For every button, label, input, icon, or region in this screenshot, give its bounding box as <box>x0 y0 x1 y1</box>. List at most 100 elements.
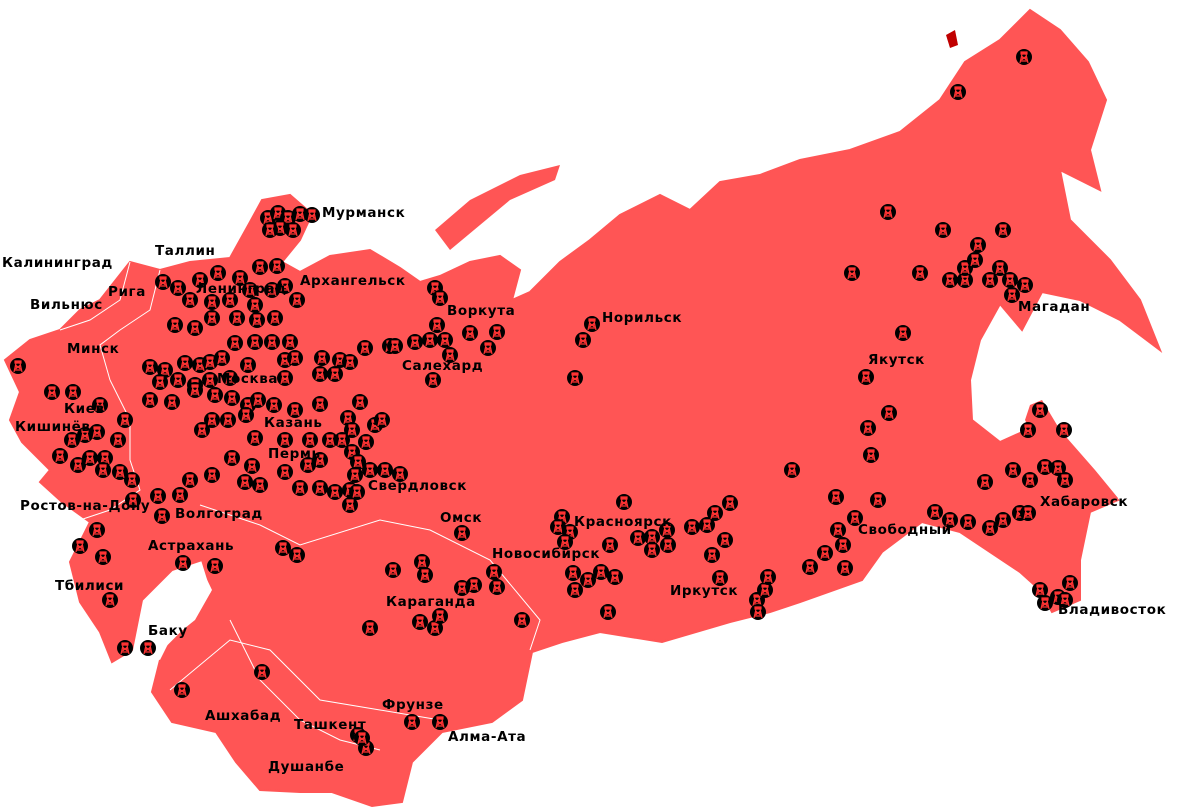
camp-marker <box>204 310 220 326</box>
watchtower-icon <box>720 534 730 547</box>
marker-circle <box>237 474 253 490</box>
marker-circle <box>224 390 240 406</box>
camp-marker <box>454 580 470 596</box>
watchtower-icon <box>361 436 371 449</box>
watchtower-icon <box>98 551 108 564</box>
marker-circle <box>352 394 368 410</box>
watchtower-icon <box>430 282 440 295</box>
camp-marker <box>202 372 218 388</box>
camp-marker <box>312 452 328 468</box>
camp-marker <box>982 272 998 288</box>
camp-marker <box>354 730 370 746</box>
marker-circle <box>210 265 226 281</box>
camp-marker <box>828 489 844 505</box>
camp-marker <box>238 407 254 423</box>
marker-circle <box>880 204 896 220</box>
watchtower-icon <box>980 476 990 489</box>
camp-marker <box>89 522 105 538</box>
marker-circle <box>362 462 378 478</box>
camp-marker <box>362 462 378 478</box>
camp-marker <box>172 487 188 503</box>
camp-marker <box>312 480 328 496</box>
watchtower-icon <box>725 497 735 510</box>
watchtower-icon <box>288 224 298 237</box>
marker-circle <box>970 237 986 253</box>
watchtower-icon <box>317 352 327 365</box>
watchtower-icon <box>752 594 762 607</box>
watchtower-icon <box>1035 404 1045 417</box>
camp-marker <box>704 547 720 563</box>
camp-marker <box>863 447 879 463</box>
marker-circle <box>82 450 98 466</box>
camp-marker <box>437 332 453 348</box>
watchtower-icon <box>1059 424 1069 437</box>
watchtower-icon <box>605 539 615 552</box>
marker-circle <box>152 374 168 390</box>
camp-marker <box>616 494 632 510</box>
watchtower-icon <box>647 531 657 544</box>
marker-circle <box>327 484 343 500</box>
camp-marker <box>982 520 998 536</box>
camp-marker <box>722 495 738 511</box>
camp-marker <box>52 448 68 464</box>
camp-marker <box>192 272 208 288</box>
watchtower-icon <box>80 429 90 442</box>
watchtower-icon <box>1023 507 1033 520</box>
marker-circle <box>860 420 876 436</box>
camp-marker <box>837 560 853 576</box>
camp-marker <box>214 350 230 366</box>
camp-marker <box>349 484 365 500</box>
watchtower-icon <box>190 322 200 335</box>
watchtower-icon <box>210 560 220 573</box>
city-label-frunze: Фрунзе <box>382 697 444 713</box>
camp-marker <box>227 335 243 351</box>
watchtower-icon <box>353 456 363 469</box>
watchtower-icon <box>435 716 445 729</box>
camp-marker <box>387 338 403 354</box>
camp-marker <box>124 472 140 488</box>
watchtower-icon <box>345 356 355 369</box>
marker-circle <box>489 324 505 340</box>
marker-circle <box>895 325 911 341</box>
watchtower-icon <box>255 261 265 274</box>
watchtower-icon <box>315 454 325 467</box>
marker-circle <box>1020 505 1036 521</box>
camp-marker <box>262 222 278 238</box>
city-label-khabarovsk: Хабаровск <box>1040 494 1129 510</box>
camp-marker <box>942 512 958 528</box>
marker-circle <box>95 462 111 478</box>
camp-marker <box>684 519 700 535</box>
camp-marker <box>222 292 238 308</box>
watchtower-icon <box>235 272 245 285</box>
camp-marker <box>514 612 530 628</box>
watchtower-icon <box>55 450 65 463</box>
watchtower-icon <box>687 521 697 534</box>
camp-marker <box>486 564 502 580</box>
camp-marker <box>977 474 993 490</box>
watchtower-icon <box>292 294 302 307</box>
watchtower-icon <box>1020 279 1030 292</box>
camp-marker <box>344 422 360 438</box>
ussr-territory <box>3 8 1163 808</box>
camp-marker <box>252 259 268 275</box>
watchtower-icon <box>1007 289 1017 302</box>
marker-circle <box>942 272 958 288</box>
camp-marker <box>182 472 198 488</box>
marker-circle <box>117 412 133 428</box>
camp-marker <box>995 512 1011 528</box>
camp-marker <box>249 312 265 328</box>
city-label-chisinau: Кишинёв <box>15 419 91 435</box>
watchtower-icon <box>417 556 427 569</box>
marker-circle <box>172 487 188 503</box>
watchtower-icon <box>995 262 1005 275</box>
watchtower-icon <box>435 610 445 623</box>
camp-marker <box>347 467 363 483</box>
city-label-baku: Баку <box>148 623 188 639</box>
watchtower-icon <box>553 521 563 534</box>
camp-marker <box>334 432 350 448</box>
camp-marker <box>432 290 448 306</box>
marker-circle <box>870 492 886 508</box>
camp-marker <box>312 366 328 382</box>
watchtower-icon <box>143 642 153 655</box>
camp-marker <box>995 222 1011 238</box>
